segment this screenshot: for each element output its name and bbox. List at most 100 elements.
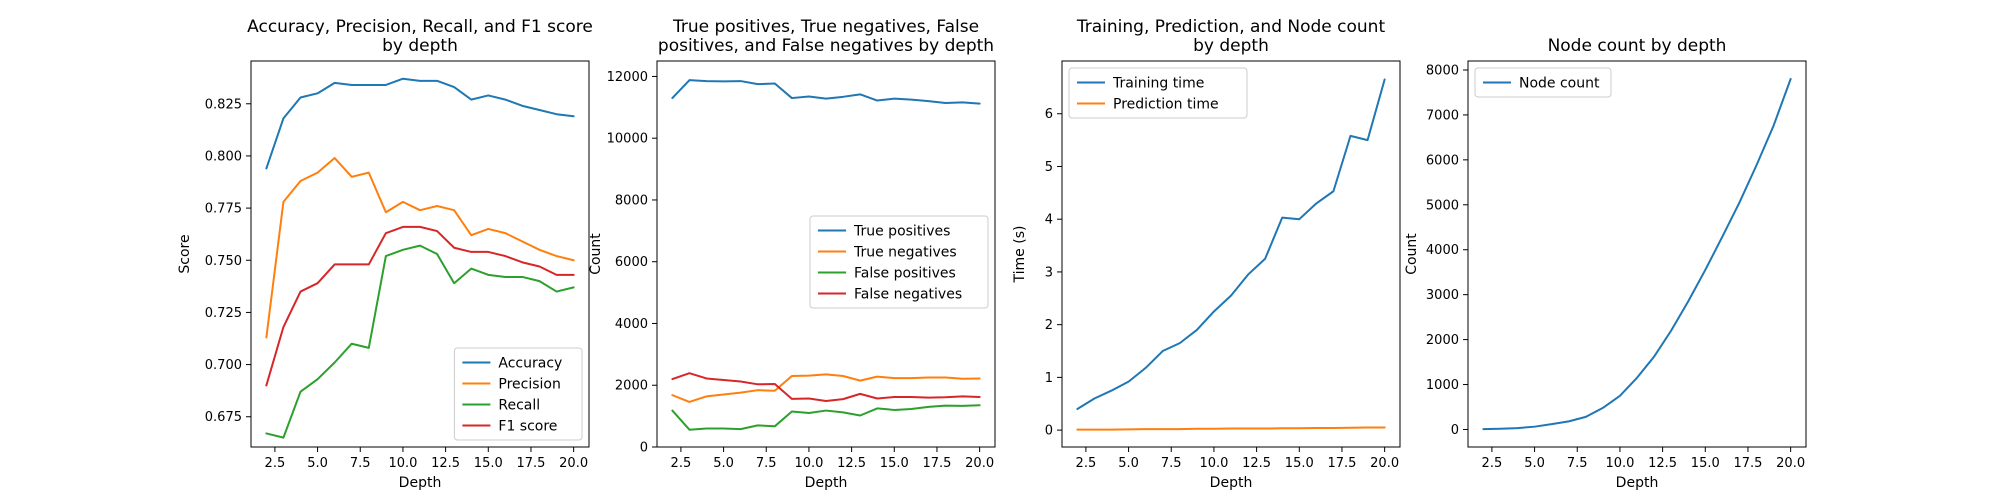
- legend-entry: False positives: [854, 266, 956, 282]
- x-tick-label: 7.5: [350, 456, 371, 471]
- series-line-precision: [265, 157, 575, 339]
- series-line-recall: [265, 244, 575, 439]
- plot-frame: [1061, 60, 1401, 448]
- y-tick-label: 7000: [1426, 108, 1459, 123]
- y-tick-label: 2000: [615, 379, 648, 394]
- y-tick-label: 0: [1451, 423, 1459, 438]
- plot-frame: [656, 60, 996, 448]
- chart-title-line: by depth: [1193, 36, 1269, 56]
- y-tick-label: 4: [1045, 213, 1053, 228]
- legend: Accuracy Precision Recall F1 score: [453, 347, 583, 441]
- series-group: [265, 77, 575, 439]
- legend-entry: Prediction time: [1113, 97, 1219, 113]
- x-tick-label: 17.5: [1733, 456, 1762, 471]
- chart-title: True positives, True negatives, False pos…: [658, 17, 994, 56]
- y-tick-label: 12000: [607, 70, 648, 85]
- y-tick-label: 0.750: [205, 254, 242, 269]
- x-tick-label: 12.5: [1242, 456, 1271, 471]
- chart-title-line: Accuracy, Precision, Recall, and F1 scor…: [247, 17, 593, 37]
- y-axis-label: Score: [177, 234, 193, 273]
- legend-entry: Node count: [1519, 76, 1600, 92]
- legend-entry: False negatives: [854, 287, 962, 303]
- y-tick-label: 6000: [615, 255, 648, 270]
- chart-1: Accuracy, Precision, Recall, and F1 scor…: [177, 17, 593, 491]
- chart-title-line: Training, Prediction, and Node count: [1076, 17, 1386, 37]
- x-tick-label: 20.0: [1370, 456, 1399, 471]
- x-tick-label: 2.5: [671, 456, 692, 471]
- series-line-false-positives: [671, 404, 981, 431]
- x-tick-label: 17.5: [1327, 456, 1356, 471]
- x-tick-label: 15.0: [1285, 456, 1314, 471]
- chart-title: Node count by depth: [1548, 36, 1727, 56]
- x-tick-label: 7.5: [1567, 456, 1588, 471]
- chart-title-line: True positives, True negatives, False: [672, 17, 979, 37]
- y-tick-label: 0.775: [205, 202, 242, 217]
- series-line-false-negatives: [671, 372, 981, 402]
- x-tick-label: 2.5: [1482, 456, 1503, 471]
- y-axis-label: Time (s): [1012, 226, 1028, 284]
- legend-frame: [1474, 67, 1612, 98]
- y-tick-label: 10000: [607, 132, 648, 147]
- legend-entry: True positives: [853, 224, 950, 240]
- chart-title: Training, Prediction, and Node count by d…: [1076, 17, 1386, 56]
- x-tick-label: 7.5: [756, 456, 777, 471]
- x-tick-label: 12.5: [431, 456, 460, 471]
- legend-entry: True negatives: [853, 245, 957, 261]
- x-tick-label: 15.0: [1691, 456, 1720, 471]
- series-line-true-negatives: [671, 373, 981, 403]
- chart-2: True positives, True negatives, False pos…: [588, 17, 996, 491]
- series-line-accuracy: [265, 77, 575, 170]
- series-line-training-time: [1076, 78, 1386, 411]
- y-tick-label: 1000: [1426, 378, 1459, 393]
- chart-4: Node count by depth 2.5 5.0 7.5 10.0 12.5 15.0…: [1404, 36, 1807, 491]
- legend-frame: [453, 347, 583, 441]
- legend: True positives True negatives False positi…: [809, 215, 989, 309]
- y-tick-label: 0.800: [205, 149, 242, 164]
- legend-entry: Recall: [498, 398, 540, 414]
- x-tick-label: 5.0: [1524, 456, 1545, 471]
- y-tick-label: 0.725: [205, 306, 242, 321]
- y-tick-label: 8000: [615, 193, 648, 208]
- series-group: [1076, 78, 1386, 431]
- y-tick-label: 8000: [1426, 63, 1459, 78]
- series-group: [671, 79, 981, 431]
- x-tick-label: 12.5: [1648, 456, 1677, 471]
- y-tick-label: 6: [1045, 107, 1053, 122]
- y-axis-label: Count: [1404, 233, 1420, 275]
- legend-entry: Accuracy: [498, 356, 562, 372]
- series-line-prediction-time: [1076, 426, 1386, 431]
- y-tick-label: 2000: [1426, 333, 1459, 348]
- series-line-f1-score: [265, 225, 575, 387]
- y-tick-label: 3: [1045, 265, 1053, 280]
- y-tick-label: 5000: [1426, 198, 1459, 213]
- x-tick-label: 17.5: [516, 456, 545, 471]
- series-line-true-positives: [671, 79, 981, 105]
- y-tick-label: 0.825: [205, 97, 242, 112]
- legend-entry: Training time: [1112, 76, 1204, 92]
- x-tick-label: 2.5: [1076, 456, 1097, 471]
- y-axis-label: Count: [588, 233, 604, 275]
- y-tick-label: 6000: [1426, 153, 1459, 168]
- x-tick-label: 20.0: [559, 456, 588, 471]
- x-tick-label: 10.0: [1199, 456, 1228, 471]
- chart-title-line: positives, and False negatives by depth: [658, 36, 994, 56]
- x-tick-label: 15.0: [880, 456, 909, 471]
- y-tick-label: 1: [1045, 371, 1053, 386]
- legend-entry: Precision: [498, 377, 560, 393]
- x-axis-label: Depth: [805, 475, 848, 491]
- legend: Training time Prediction time: [1068, 67, 1248, 119]
- plot-frame: [1467, 60, 1807, 448]
- x-tick-label: 20.0: [965, 456, 994, 471]
- series-group: [1482, 77, 1792, 431]
- series-line-node-count: [1482, 77, 1792, 431]
- x-tick-label: 5.0: [307, 456, 328, 471]
- x-tick-label: 2.5: [265, 456, 286, 471]
- chart-title-line: Node count by depth: [1548, 36, 1727, 56]
- y-tick-label: 0: [1045, 424, 1053, 439]
- y-tick-label: 4000: [1426, 243, 1459, 258]
- y-tick-label: 0: [640, 441, 648, 456]
- plot-frame: [250, 60, 590, 448]
- x-axis-label: Depth: [1210, 475, 1253, 491]
- legend: Node count: [1474, 67, 1612, 98]
- x-axis-label: Depth: [399, 475, 442, 491]
